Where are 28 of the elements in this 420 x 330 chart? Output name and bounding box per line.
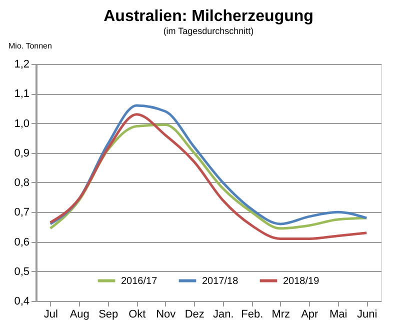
chart-subtitle: (im Tagesdurchschnitt) — [163, 26, 254, 36]
chart-title: Australien: Milcherzeugung — [104, 8, 314, 25]
x-tick-label: Jul — [44, 308, 58, 320]
x-tick-label: Mai — [330, 308, 348, 320]
x-tick-label: Aug — [70, 308, 90, 320]
y-tick-label: 1,2 — [14, 58, 30, 70]
y-tick-label: 0,7 — [14, 206, 30, 219]
y-tick-label: 1,1 — [14, 88, 30, 100]
y-tick-label: 0,6 — [14, 236, 30, 248]
x-tick-label: Juni — [357, 308, 378, 320]
x-tick-label: Sep — [98, 308, 118, 320]
x-tick-label: Nov — [156, 308, 176, 320]
y-tick-label: 0,8 — [14, 177, 30, 189]
y-axis-title: Mio. Tonnen — [8, 42, 52, 50]
y-tick-label: 0,5 — [14, 266, 30, 278]
y-tick-label: 0,9 — [14, 147, 30, 160]
y-tick-label: 1,0 — [14, 118, 30, 130]
x-tick-label: Mrz — [272, 308, 290, 320]
y-tick-label: 0,4 — [14, 296, 30, 308]
line-series — [49, 113, 368, 240]
x-tick-label: Feb. — [241, 308, 264, 320]
x-tick-label: Okt — [128, 308, 146, 320]
legend-label: 2017/18 — [202, 276, 239, 287]
legend-label: 2016/17 — [121, 276, 158, 287]
x-tick-label: Apr — [301, 308, 319, 320]
x-tick-label: Jan. — [212, 308, 234, 320]
x-tick-label: Dez — [184, 308, 204, 320]
legend-label: 2018/19 — [283, 276, 320, 287]
